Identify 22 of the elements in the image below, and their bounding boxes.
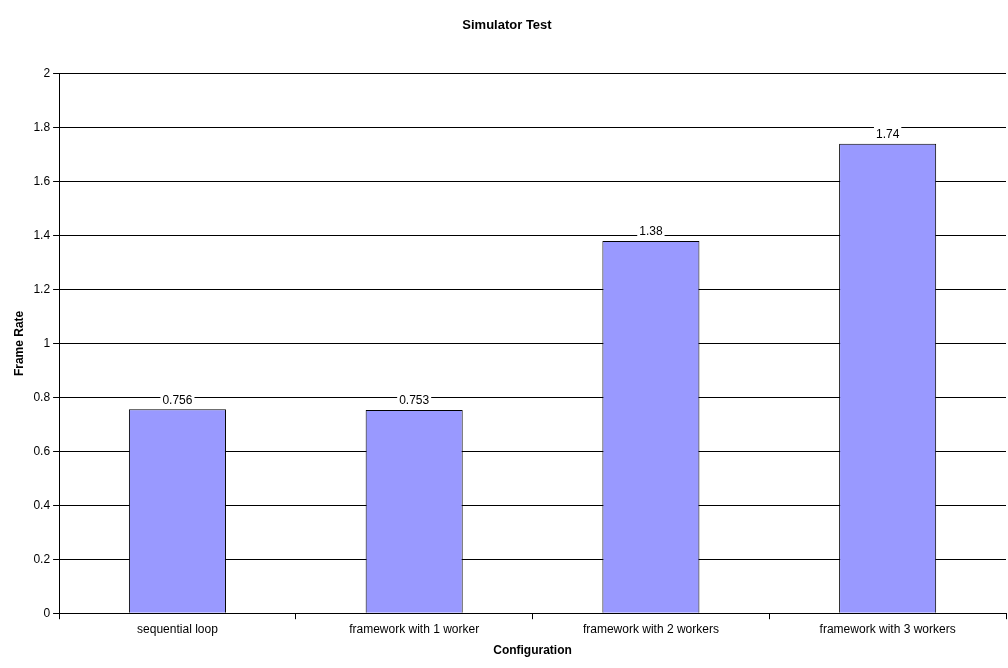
y-tick-label: 1.6 bbox=[33, 173, 51, 188]
data-label: 1.38 bbox=[639, 224, 663, 239]
data-label: 0.756 bbox=[162, 392, 193, 407]
y-tick-label: 1.8 bbox=[33, 119, 51, 134]
y-tick-label: 0 bbox=[43, 605, 51, 620]
x-tick-label: framework with 2 workers bbox=[582, 621, 719, 636]
y-tick-label: 1.4 bbox=[33, 227, 51, 242]
x-axis-title: Configuration bbox=[493, 643, 572, 658]
y-tick-label: 1.2 bbox=[33, 281, 51, 296]
y-tick-label: 1 bbox=[43, 335, 51, 350]
chart-title: Simulator Test bbox=[462, 17, 553, 33]
y-tick-label: 0.4 bbox=[33, 497, 51, 512]
y-tick-label: 0.6 bbox=[33, 443, 51, 458]
x-tick-label: sequential loop bbox=[137, 621, 219, 636]
x-tick-label: framework with 3 workers bbox=[819, 621, 956, 636]
data-label: 1.74 bbox=[875, 127, 900, 142]
y-tick-label: 2 bbox=[43, 65, 51, 80]
y-axis-title: Frame Rate bbox=[11, 310, 26, 377]
x-tick-label: framework with 1 worker bbox=[349, 621, 480, 636]
y-tick-label: 0.2 bbox=[33, 551, 51, 566]
y-tick-label: 0.8 bbox=[33, 389, 51, 404]
data-label: 0.753 bbox=[399, 393, 430, 408]
